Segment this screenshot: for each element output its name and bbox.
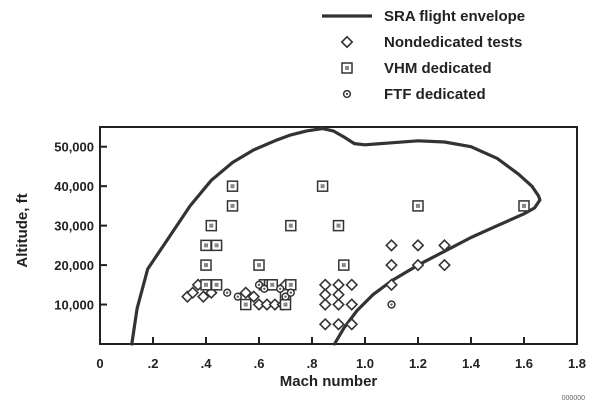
diamond-point	[332, 288, 345, 302]
circle-point	[223, 288, 232, 297]
diamond-point	[345, 317, 359, 331]
square-point	[316, 180, 329, 192]
legend-label: Nondedicated tests	[384, 34, 522, 51]
figure-id: 000000	[562, 395, 585, 402]
y-tick-label: 30,000	[54, 219, 94, 234]
square-point	[412, 200, 424, 212]
diamond-point	[438, 239, 451, 252]
square-point	[285, 219, 297, 232]
x-tick-label: .2	[148, 356, 159, 371]
x-tick-label: .4	[201, 356, 213, 371]
square-point	[338, 259, 350, 271]
legend-circle-symbol	[342, 89, 352, 99]
legend-label: VHM dedicated	[384, 60, 492, 77]
diamond-point	[411, 239, 425, 252]
square-point	[200, 279, 212, 291]
diamond-point	[345, 278, 359, 292]
diamond-point	[318, 298, 332, 311]
square-point	[226, 180, 239, 192]
x-axis-label: Mach number	[280, 373, 378, 390]
square-point	[205, 219, 218, 232]
diamond-point	[318, 317, 332, 331]
legend-label: FTF dedicated	[384, 86, 486, 103]
square-point	[518, 200, 530, 212]
square-point	[210, 279, 223, 291]
square-point	[210, 239, 223, 252]
diamond-point	[332, 317, 345, 331]
circle-point	[286, 288, 295, 297]
x-tick-label: .6	[254, 356, 265, 371]
diamond-point	[385, 278, 398, 292]
circle-point	[254, 280, 264, 289]
square-point	[279, 298, 292, 311]
x-tick-label: 0	[96, 356, 103, 371]
y-tick-label: 40,000	[54, 179, 94, 194]
diamond-point	[385, 239, 398, 252]
square-point	[200, 259, 212, 271]
diamond-point	[438, 258, 451, 272]
circle-point	[260, 284, 269, 293]
x-tick-label: 1.2	[409, 356, 427, 371]
square-point	[332, 219, 345, 232]
legend-label: SRA flight envelope	[384, 8, 525, 25]
x-tick-label: 1.8	[568, 356, 586, 371]
circle-point	[387, 300, 396, 309]
square-point	[285, 279, 297, 291]
diamond-point	[318, 288, 332, 302]
legend-square-symbol	[341, 62, 353, 74]
diamond-point	[345, 298, 359, 311]
plot-frame	[99, 126, 578, 345]
diamond-point	[197, 290, 210, 303]
y-tick-label: 50,000	[54, 140, 94, 155]
x-axis: 0 .2 .4 .6 .8 1.0 1.2 1.4 1.6 1.8	[96, 337, 586, 371]
envelope-line	[130, 127, 542, 346]
square-point	[266, 279, 278, 291]
marks-layer	[181, 180, 530, 331]
square-point	[240, 298, 252, 311]
legend-diamond-symbol	[340, 35, 354, 49]
y-tick-label: 20,000	[54, 258, 94, 273]
y-axis: 10,000 20,000 30,000 40,000 50,000	[54, 140, 107, 313]
y-tick-label: 10,000	[54, 298, 94, 313]
diamond-point	[332, 298, 345, 311]
circle-point	[233, 292, 242, 301]
y-axis-label: Altitude, ft	[14, 193, 31, 267]
envelope-layer	[130, 127, 542, 346]
diamond-point	[186, 286, 200, 300]
x-tick-label: .8	[307, 356, 318, 371]
square-point	[200, 239, 212, 252]
circle-point	[276, 284, 285, 293]
square-point	[226, 200, 239, 212]
square-point	[253, 259, 265, 271]
diamond-point	[385, 258, 398, 272]
x-tick-label: 1.0	[356, 356, 374, 371]
diamond-point	[239, 286, 253, 300]
legend: SRA flight envelope Nondedicated tests VHM…	[322, 8, 525, 103]
circle-point	[281, 292, 290, 301]
x-tick-label: 1.4	[462, 356, 481, 371]
diamond-point	[411, 258, 425, 272]
x-tick-label: 1.6	[515, 356, 533, 371]
